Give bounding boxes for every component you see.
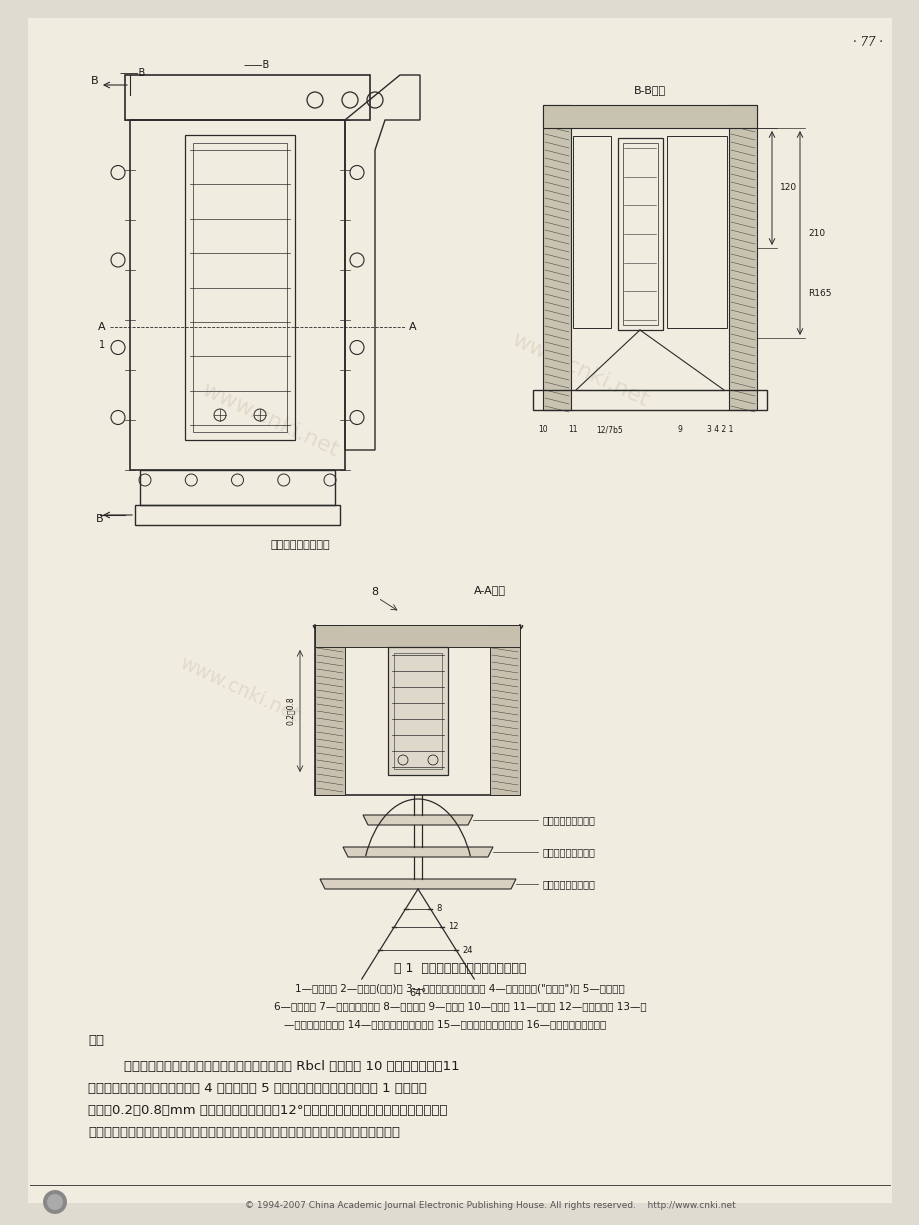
Text: 可在（0.2～0.8）mm 内调节，电极内侧角～12°，这样蔪汽将以一定的通量和角度射到电: 可在（0.2～0.8）mm 内调节，电极内侧角～12°，这样蔪汽将以一定的通量和… (88, 1104, 447, 1116)
Text: 1—电离器； 2—加热器(灯丝)； 3—加热器电源引入夫头； 4—蔪汽分配槽("燕尾槽")； 5—电离室；: 1—电离器； 2—加热器(灯丝)； 3—加热器电源引入夫头； 4—蔪汽分配槽("… (295, 982, 624, 993)
Text: R165: R165 (807, 289, 831, 298)
Bar (314, 625, 345, 795)
Polygon shape (343, 846, 493, 857)
Bar (542, 105, 571, 410)
Text: B: B (96, 514, 104, 524)
Text: 11: 11 (568, 425, 577, 435)
Text: 图 1  表面电离子源的主要结构装配图: 图 1 表面电离子源的主要结构装配图 (393, 962, 526, 975)
Polygon shape (320, 880, 516, 889)
Text: 3 4 2 1: 3 4 2 1 (706, 425, 732, 435)
Polygon shape (363, 815, 472, 824)
Bar (618, 138, 663, 330)
Text: 24: 24 (461, 946, 472, 954)
Text: 12/7b5: 12/7b5 (596, 425, 623, 435)
Bar (490, 625, 519, 795)
Bar (193, 143, 287, 432)
Text: 6—反射盒； 7—方形支持法兰； 8—冷却板； 9—外罩； 10—墙崛； 11—炉筒； 12—冷却铜管； 13—第: 6—反射盒； 7—方形支持法兰； 8—冷却板； 9—外罩； 10—墙崛； 11—… (273, 1001, 646, 1011)
Bar (532, 390, 766, 410)
Text: 1: 1 (99, 341, 105, 350)
Bar (125, 75, 369, 120)
Circle shape (47, 1194, 62, 1210)
Text: A: A (409, 322, 416, 332)
Bar (542, 105, 756, 127)
Bar (666, 136, 726, 328)
Bar (130, 120, 345, 470)
Bar (622, 143, 657, 325)
Text: 9: 9 (676, 425, 682, 435)
Text: · 77 ·: · 77 · (852, 36, 882, 49)
Text: 10: 10 (538, 425, 547, 435)
Text: B: B (91, 76, 98, 86)
Text: 第三电极（接地极）: 第三电极（接地极） (542, 880, 596, 889)
Text: 120: 120 (779, 184, 796, 192)
Text: —电极（加速极）； 14—第二电极（聚焦极）； 15—第三电极（接地极）； 16—电离室加热器炉丝。: —电极（加速极）； 14—第二电极（聚焦极）； 15—第三电极（接地极）； 16… (284, 1019, 606, 1029)
Text: © 1994-2007 China Academic Journal Electronic Publishing House. All rights reser: © 1994-2007 China Academic Journal Elect… (244, 1200, 734, 1209)
Text: 64°: 64° (409, 989, 426, 998)
Text: 210: 210 (807, 229, 824, 238)
Text: A: A (98, 322, 106, 332)
Text: 第一电极（加速极）: 第一电极（加速极） (542, 815, 596, 824)
Text: 强流表面源的工作原理可以概述如下：工作物质 Rbcl 装在墙崛 10 中，用石墨炉筒11: 强流表面源的工作原理可以概述如下：工作物质 Rbcl 装在墙崛 10 中，用石墨… (124, 1060, 460, 1073)
Text: 离器表面上。因为燕尾槽两侧的蔪汽通道与加速极严格配合，从而减少了蔪汽的漏泄，提: 离器表面上。因为燕尾槽两侧的蔪汽通道与加速极严格配合，从而减少了蔪汽的漏泄，提 (88, 1126, 400, 1138)
Text: 蔪汽分配槽加热炉丝: 蔪汽分配槽加热炉丝 (270, 540, 329, 550)
Bar (393, 653, 441, 769)
Bar (314, 625, 519, 647)
Text: ——B: ——B (119, 69, 146, 78)
Circle shape (43, 1189, 67, 1214)
Text: 第二电极（聚焦极）: 第二电极（聚焦极） (542, 846, 596, 857)
Bar (140, 470, 335, 505)
Text: 加热它；产生的蔪汽流经燕尾槽 4 进入电离室 5 中。由于加速极内侧与电离器 1 表面间隙: 加热它；产生的蔪汽流经燕尾槽 4 进入电离室 5 中。由于加速极内侧与电离器 1… (88, 1082, 426, 1094)
Text: B-B剖面: B-B剖面 (633, 85, 665, 96)
Text: A-A剖面: A-A剖面 (473, 586, 505, 595)
Text: 0.2～0.8: 0.2～0.8 (286, 697, 295, 725)
Text: ——B: ——B (244, 60, 270, 70)
Bar (388, 647, 448, 775)
Text: www.cnki.net: www.cnki.net (508, 330, 651, 410)
Text: 8: 8 (436, 904, 441, 914)
Text: www.cnki.net: www.cnki.net (176, 654, 302, 726)
Text: 12: 12 (448, 922, 458, 931)
Bar (185, 135, 295, 440)
Text: 示。: 示。 (88, 1034, 104, 1046)
Bar (728, 105, 756, 410)
Bar (135, 505, 340, 526)
Bar (573, 136, 610, 328)
Text: 8: 8 (371, 587, 378, 597)
Text: www.cnki.net: www.cnki.net (199, 380, 341, 461)
